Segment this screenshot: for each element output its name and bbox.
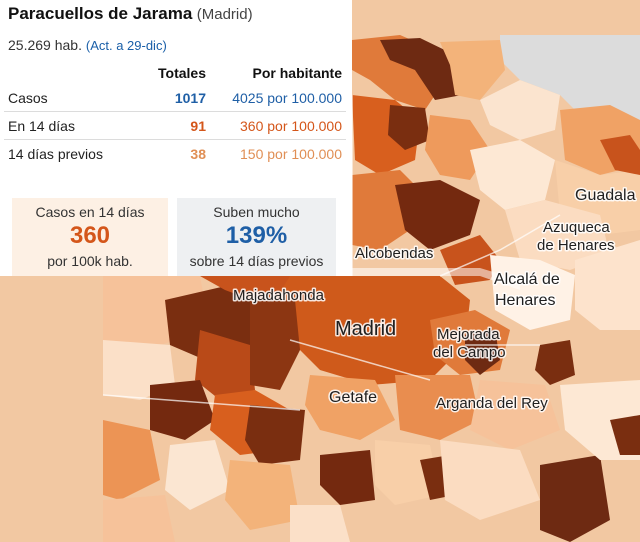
- municipality[interactable]: [320, 450, 375, 505]
- municipality[interactable]: [470, 140, 555, 210]
- table-row: En 14 días 91 360 por 100.000: [4, 111, 346, 140]
- municipality[interactable]: [440, 40, 505, 100]
- card-subtitle: sobre 14 días previos: [189, 253, 324, 269]
- municipality[interactable]: [600, 135, 640, 175]
- row-total: 38: [190, 145, 206, 162]
- municipality[interactable]: [195, 330, 255, 400]
- municipality[interactable]: [505, 200, 610, 270]
- municipality[interactable]: [245, 405, 305, 465]
- table-row: Casos 1017 4025 por 100.000: [4, 84, 346, 112]
- municipality[interactable]: [540, 455, 610, 542]
- municipality[interactable]: [440, 440, 540, 520]
- label-azuqueca-2: de Henares: [537, 237, 615, 254]
- label-azuqueca-1: Azuqueca: [543, 219, 610, 236]
- municipality[interactable]: [395, 375, 480, 440]
- label-alcala-2: Henares: [495, 292, 555, 309]
- municipality[interactable]: [380, 38, 462, 100]
- municipality[interactable]: [470, 380, 560, 450]
- municipality[interactable]: [388, 105, 430, 150]
- municipality[interactable]: [103, 495, 175, 542]
- label-majadahonda: Majadahonda: [233, 287, 325, 304]
- label-mejorada-2: del Campo: [433, 344, 506, 361]
- row-rate: 4025 por 100.000: [210, 84, 346, 112]
- card-value: 139%: [225, 222, 288, 249]
- label-alcobendas: Alcobendas: [355, 245, 433, 262]
- label-guadalajara: Guadala: [575, 187, 636, 204]
- row-label: En 14 días: [4, 111, 132, 140]
- label-arganda: Arganda del Rey: [436, 395, 548, 412]
- municipality[interactable]: [150, 380, 215, 440]
- row-label: Casos: [4, 84, 132, 112]
- table-header-row: Totales Por habitante: [4, 62, 346, 84]
- municipality[interactable]: [375, 440, 440, 505]
- row-rate: 150 por 100.000: [240, 145, 342, 162]
- row-rate: 360 por 100.000: [210, 111, 346, 140]
- row-total: 1017: [132, 84, 210, 112]
- map-borders: [102, 95, 561, 411]
- trend-card: Suben mucho 139% sobre 14 días previos: [177, 198, 336, 276]
- table-header-totales: Totales: [158, 65, 206, 81]
- municipality[interactable]: [610, 415, 640, 455]
- label-alcala-1: Alcalá de: [494, 271, 560, 288]
- info-panel: Paracuellos de Jarama (Madrid) 25.269 ha…: [0, 0, 352, 276]
- cases-14-days-card: Casos en 14 días 360 por 100k hab.: [12, 198, 168, 276]
- municipality[interactable]: [465, 330, 500, 375]
- row-total: 91: [132, 111, 210, 140]
- municipality[interactable]: [275, 276, 470, 385]
- label-madrid: Madrid: [335, 318, 396, 340]
- municipality[interactable]: [305, 375, 395, 440]
- card-value: 360: [69, 222, 111, 249]
- municipality[interactable]: [250, 300, 300, 390]
- region-label: (Madrid): [196, 6, 253, 23]
- title-row: Paracuellos de Jarama (Madrid): [8, 4, 253, 24]
- municipality[interactable]: [395, 180, 480, 250]
- stats-table: Totales Por habitante Casos 1017 4025 po…: [4, 62, 346, 167]
- label-mejorada-1: Mejorada: [437, 326, 500, 343]
- municipality[interactable]: [490, 255, 575, 330]
- municipality[interactable]: [575, 240, 640, 330]
- municipality[interactable]: [103, 420, 160, 500]
- table-header-empty: [4, 62, 132, 84]
- updated-date: (Act. a 29-dic): [85, 38, 167, 53]
- map-divider: [345, 268, 520, 290]
- label-getafe: Getafe: [329, 389, 377, 406]
- card-title: Casos en 14 días: [35, 204, 145, 220]
- municipality[interactable]: [480, 80, 560, 140]
- row-label: 14 días previos: [8, 145, 103, 162]
- municipality-title: Paracuellos de Jarama: [8, 4, 193, 23]
- population-row: 25.269 hab. (Act. a 29-dic): [8, 37, 167, 53]
- population-value: 25.269 hab.: [8, 37, 82, 53]
- card-subtitle: por 100k hab.: [47, 253, 133, 269]
- card-title: Suben mucho: [213, 204, 300, 220]
- table-header-por-habitante: Por habitante: [252, 65, 342, 81]
- municipality[interactable]: [535, 340, 575, 385]
- municipality[interactable]: [165, 440, 230, 510]
- table-row: 14 días previos 38 150 por 100.000: [4, 140, 346, 168]
- municipality[interactable]: [225, 460, 300, 530]
- municipality[interactable]: [290, 505, 350, 542]
